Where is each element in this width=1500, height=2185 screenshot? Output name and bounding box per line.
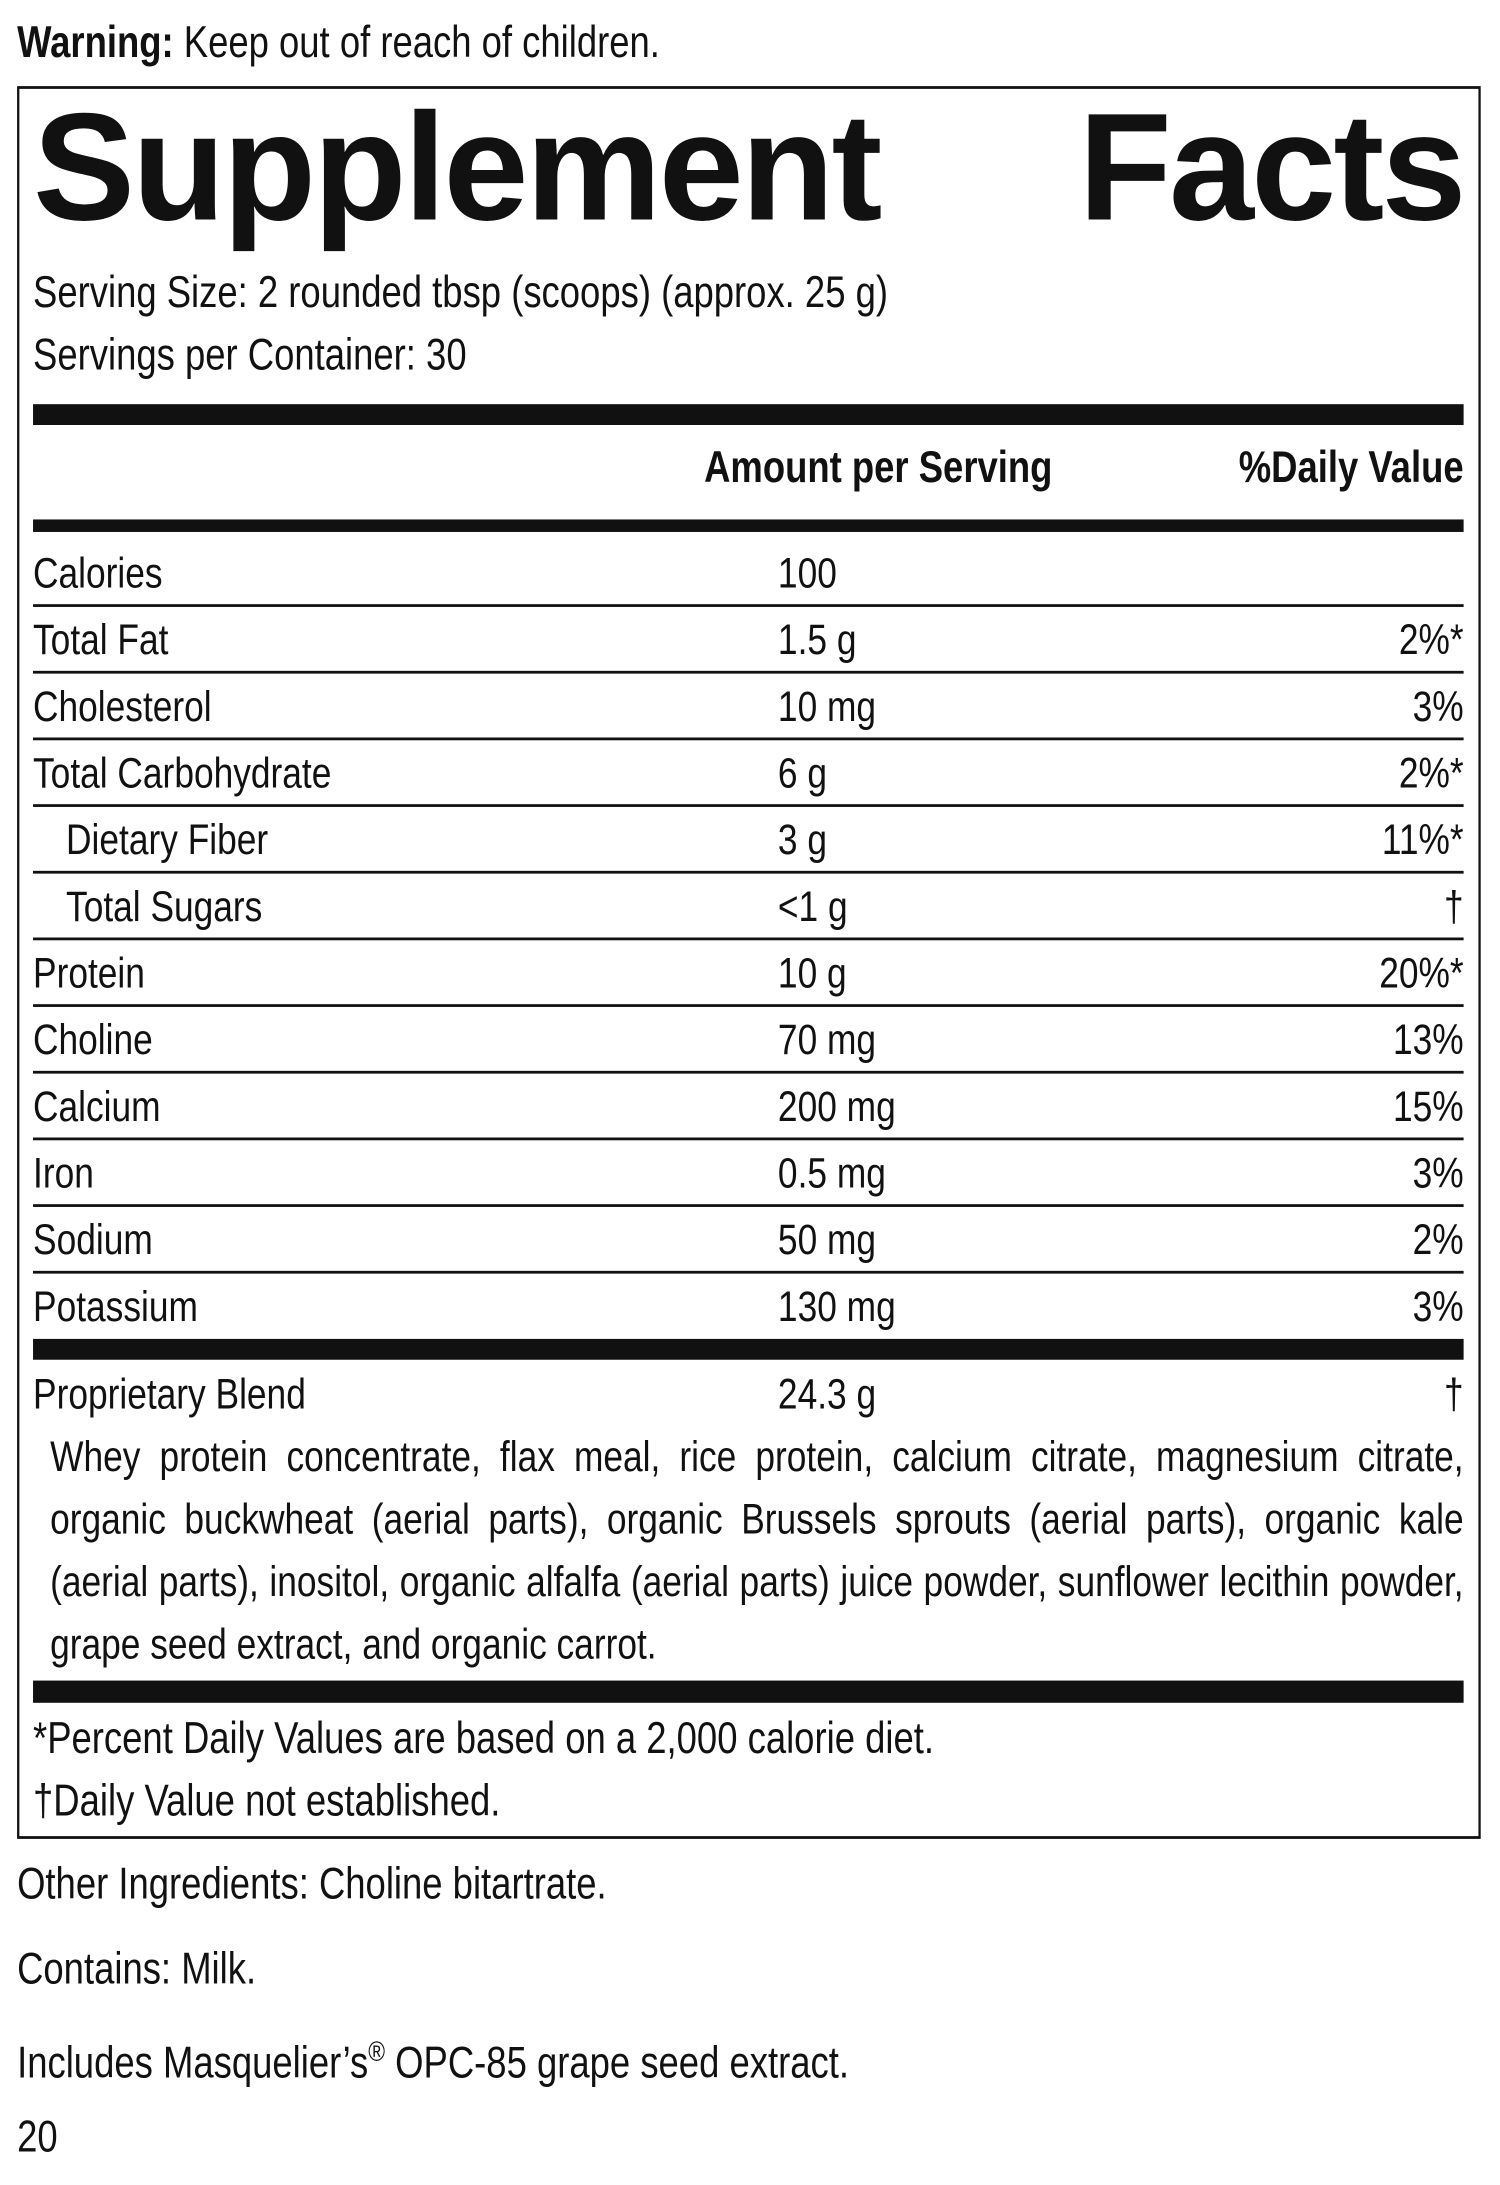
nutrient-amount: 3 g: [777, 815, 828, 864]
nutrient-row: Dietary Fiber 3 g 11%*: [33, 807, 1464, 874]
nutrient-dv: 15%: [1392, 1081, 1464, 1131]
warning: Warning: Keep out of reach of children.: [17, 11, 660, 72]
nutrient-dv: 3%: [1412, 1148, 1464, 1198]
registered-mark: ®: [368, 2037, 386, 2069]
nutrient-name: Total Fat: [33, 615, 169, 664]
page-number: 20: [17, 2111, 58, 2162]
serving-size: Serving Size: 2 rounded tbsp (scoops) (a…: [33, 266, 888, 317]
facts-box: [17, 86, 1481, 1839]
blend-name: Proprietary Blend: [33, 1369, 306, 1419]
warning-label: Warning:: [17, 16, 174, 67]
amount-header: Amount per Serving: [704, 441, 1053, 492]
blend-amount: 24.3 g: [777, 1369, 877, 1419]
includes: Includes Masquelier’s® OPC-85 grape seed…: [17, 2021, 849, 2094]
nutrient-row: Total Fat 1.5 g 2%*: [33, 607, 1464, 674]
other-ingredients: Other Ingredients: Choline bitartrate.: [17, 1858, 607, 1909]
nutrient-dv: 2%*: [1398, 615, 1464, 664]
nutrient-dv: †: [1443, 881, 1464, 931]
nutrient-name: Dietary Fiber: [66, 815, 269, 864]
nutrient-name: Calcium: [33, 1081, 161, 1131]
warning-text: Keep out of reach of children.: [183, 16, 660, 67]
nutrient-amount: 200 mg: [777, 1081, 896, 1131]
nutrient-name: Total Carbohydrate: [33, 748, 332, 798]
nutrient-amount: 50 mg: [777, 1215, 877, 1264]
title: Supplement Facts: [33, 81, 1466, 253]
nutrient-name: Sodium: [33, 1215, 153, 1264]
nutrient-row: Protein 10 g 20%*: [33, 940, 1464, 1007]
contains: Contains: Milk.: [17, 1943, 257, 1994]
nutrient-name: Total Sugars: [66, 881, 263, 931]
nutrient-dv: 20%*: [1379, 948, 1464, 998]
nutrient-amount: 1.5 g: [777, 615, 857, 664]
nutrient-name: Protein: [33, 948, 145, 998]
nutrient-dv: 2%*: [1398, 748, 1464, 798]
nutrient-row: Potassium 130 mg 3%: [33, 1274, 1464, 1338]
nutrient-row: Choline 70 mg 13%: [33, 1007, 1464, 1074]
nutrient-amount: 10 g: [777, 948, 847, 998]
blend-dv: †: [1443, 1369, 1464, 1419]
nutrient-row: Cholesterol 10 mg 3%: [33, 674, 1464, 741]
nutrient-name: Iron: [33, 1148, 94, 1198]
thick-rule: [33, 519, 1464, 532]
nutrient-name: Cholesterol: [33, 681, 212, 731]
footnote: †Daily Value not established.: [33, 1775, 501, 1826]
thick-rule: [33, 1680, 1464, 1703]
includes-rest: OPC-85 grape seed extract.: [385, 2037, 849, 2088]
thick-rule: [33, 1338, 1464, 1360]
servings-per-container: Servings per Container: 30: [33, 329, 467, 380]
nutrient-dv: 11%*: [1381, 815, 1464, 864]
blend-ingredients: Whey protein concentrate, flax meal, ric…: [50, 1431, 1464, 1669]
nutrient-name: Potassium: [33, 1281, 198, 1331]
nutrient-name: Choline: [33, 1015, 153, 1064]
nutrient-dv: 2%: [1412, 1215, 1464, 1264]
nutrient-row: Total Sugars <1 g †: [33, 874, 1464, 941]
nutrient-amount: 0.5 mg: [777, 1148, 886, 1198]
nutrient-amount: 130 mg: [777, 1281, 896, 1331]
nutrient-amount: 70 mg: [777, 1015, 877, 1064]
footnote: *Percent Daily Values are based on a 2,0…: [33, 1712, 934, 1763]
blend-row: Proprietary Blend 24.3 g †: [33, 1361, 1464, 1425]
nutrient-row: Calories 100: [33, 540, 1464, 607]
nutrient-amount: 100: [777, 548, 837, 598]
nutrient-row: Iron 0.5 mg 3%: [33, 1140, 1464, 1207]
nutrient-dv: 13%: [1392, 1015, 1464, 1064]
nutrient-row: Sodium 50 mg 2%: [33, 1207, 1464, 1274]
nutrient-amount: 6 g: [777, 748, 828, 798]
thick-rule: [33, 404, 1464, 426]
nutrient-amount: <1 g: [777, 881, 848, 931]
dv-header: %Daily Value: [1238, 441, 1464, 492]
nutrient-dv: 3%: [1412, 1281, 1464, 1331]
nutrient-dv: 3%: [1412, 681, 1464, 731]
nutrient-amount: 10 mg: [777, 681, 877, 731]
includes-text: Includes Masquelier’s: [17, 2037, 369, 2088]
nutrient-row: Total Carbohydrate 6 g 2%*: [33, 740, 1464, 807]
nutrient-name: Calories: [33, 548, 163, 598]
nutrient-row: Calcium 200 mg 15%: [33, 1074, 1464, 1141]
